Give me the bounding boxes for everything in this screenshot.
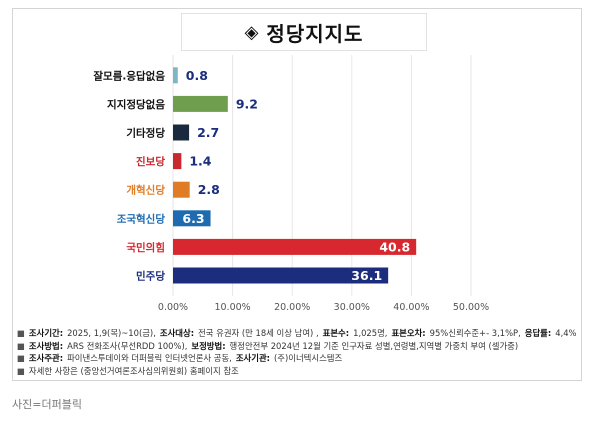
category-label: 개혁신당	[126, 184, 165, 197]
note-row: ■ 조사기간: 2025, 1,9(목)~10(금), 조사대상: 전국 유권자 (만 …	[17, 327, 577, 340]
note-value: 4,4%	[555, 328, 577, 338]
note-key: 응답률:	[524, 328, 552, 338]
square-bullet-icon: ■	[17, 365, 25, 376]
note-value: 2025, 1,9(목)~10(금),	[67, 328, 156, 338]
value-label: 2.8	[198, 182, 220, 197]
note-key: 보정방법:	[191, 340, 226, 351]
survey-notes: ■ 조사기간: 2025, 1,9(목)~10(금), 조사대상: 전국 유권자 (만 …	[17, 327, 577, 377]
chart-title: 정당지지도	[266, 21, 364, 46]
photo-caption: 사진=더퍼블릭	[12, 398, 82, 411]
note-key: 조사주관:	[28, 353, 64, 363]
x-tick-label: 20.00%	[274, 302, 310, 313]
note-value: 파이낸스투데이와 더퍼블릭 인터넷언론사 공동,	[67, 353, 232, 363]
x-tick-label: 10.00%	[214, 302, 250, 313]
x-tick-label: 0.00%	[158, 302, 188, 313]
value-label: 0.8	[186, 68, 208, 83]
note-value: 1,025명,	[353, 328, 388, 338]
bar	[173, 124, 190, 141]
category-label: 진보당	[136, 155, 165, 168]
note-key: 표본수:	[322, 328, 350, 338]
note-key: 조사기간:	[28, 328, 64, 338]
note-row: ■ 조사주관: 파이낸스투데이와 더퍼블릭 인터넷언론사 공동, 조사기관: (주)이너…	[17, 352, 577, 365]
value-label: 9.2	[236, 96, 258, 111]
category-label: 지지정당없음	[107, 98, 165, 111]
bar	[173, 238, 417, 255]
note-key: 표본오차:	[391, 328, 426, 338]
chart-title-box: ◈ 정당지지도	[181, 13, 427, 51]
note-key: 조사대상:	[159, 328, 195, 338]
bar	[173, 267, 389, 284]
value-label: 36.1	[351, 268, 382, 283]
bar	[173, 153, 182, 170]
category-label: 조국혁신당	[117, 212, 166, 225]
value-label: 2.7	[197, 125, 219, 140]
value-label: 40.8	[379, 239, 410, 254]
note-row: ■ 자세한 사항은 (중앙선거여론조사심의위원회) 홈페이지 참조	[17, 365, 577, 378]
note-value: 행정안전부 2024년 12월 기준 인구자료 성별,연령별,지역별 가중치 부…	[229, 340, 519, 351]
bar	[173, 181, 190, 198]
note-key: 조사기관:	[235, 353, 271, 363]
note-key: 조사방법:	[28, 340, 64, 351]
bar	[173, 67, 178, 84]
note-value: 전국 유권자 (만 18세 이상 남여) ,	[198, 328, 319, 338]
bar-chart: 0.00% 10.00% 20.00% 30.00% 40.00% 50.00% 잘모름.응…	[93, 55, 489, 313]
note-value: 95%신뢰수준+- 3,1%P,	[429, 328, 521, 338]
note-value: ARS 전화조사(무선RDD 100%),	[67, 340, 188, 351]
square-bullet-icon: ■	[17, 353, 25, 363]
value-label: 6.3	[182, 211, 204, 226]
category-label: 기타정당	[126, 127, 165, 140]
bar	[173, 95, 228, 112]
chart-frame: ◈ 정당지지도 0.00% 10.00% 20.00% 30.00% 40.00% 50.…	[12, 8, 582, 381]
x-tick-label: 30.00%	[334, 302, 370, 313]
x-tick-label: 50.00%	[453, 302, 489, 313]
value-label: 1.4	[189, 154, 211, 169]
note-value: 자세한 사항은 (중앙선거여론조사심의위원회) 홈페이지 참조	[28, 365, 239, 376]
category-label: 민주당	[136, 270, 165, 283]
note-row: ■ 조사방법: ARS 전화조사(무선RDD 100%), 보정방법: 행정안전부 20…	[17, 340, 577, 353]
square-bullet-icon: ■	[17, 340, 25, 351]
bar	[173, 210, 211, 227]
category-label: 잘모름.응답없음	[93, 69, 165, 82]
diamond-icon: ◈	[244, 21, 259, 43]
note-value: (주)이너텍시스템즈	[274, 353, 343, 363]
square-bullet-icon: ■	[17, 328, 25, 338]
x-tick-label: 40.00%	[393, 302, 429, 313]
category-label: 국민의힘	[126, 241, 165, 254]
